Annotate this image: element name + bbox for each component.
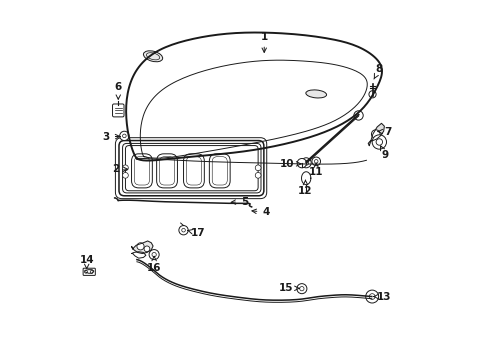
Circle shape: [353, 111, 363, 120]
Circle shape: [144, 246, 149, 252]
Polygon shape: [367, 123, 384, 145]
Text: 13: 13: [373, 292, 391, 302]
Text: 14: 14: [79, 255, 94, 269]
Circle shape: [122, 172, 128, 178]
Circle shape: [149, 249, 159, 260]
Text: 4: 4: [251, 207, 269, 217]
Ellipse shape: [143, 51, 163, 62]
Circle shape: [120, 131, 129, 140]
Text: 12: 12: [298, 180, 312, 197]
Text: 1: 1: [260, 32, 267, 53]
Polygon shape: [131, 241, 153, 253]
Circle shape: [255, 165, 261, 171]
Text: 10: 10: [280, 159, 300, 169]
Text: 3: 3: [102, 132, 120, 142]
Circle shape: [137, 243, 144, 250]
Text: 15: 15: [278, 283, 299, 293]
Text: 2: 2: [112, 164, 127, 174]
Circle shape: [297, 158, 306, 168]
Text: 8: 8: [373, 64, 382, 79]
Text: 17: 17: [187, 228, 205, 238]
Circle shape: [365, 290, 378, 303]
Text: 7: 7: [377, 127, 391, 136]
Circle shape: [371, 135, 386, 149]
Circle shape: [255, 172, 261, 178]
FancyBboxPatch shape: [83, 268, 95, 275]
Ellipse shape: [305, 90, 326, 98]
FancyBboxPatch shape: [112, 104, 124, 117]
Text: 6: 6: [114, 82, 122, 99]
Text: 16: 16: [146, 256, 161, 273]
Circle shape: [311, 157, 320, 166]
Text: 11: 11: [308, 163, 323, 177]
Circle shape: [179, 226, 188, 235]
Circle shape: [368, 91, 375, 98]
Text: 5: 5: [231, 197, 247, 207]
Circle shape: [301, 158, 310, 168]
Circle shape: [371, 130, 379, 138]
Circle shape: [296, 284, 306, 294]
Text: 9: 9: [380, 146, 388, 160]
Circle shape: [122, 165, 128, 171]
